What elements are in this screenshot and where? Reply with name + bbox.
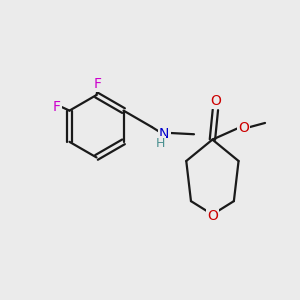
- Text: O: O: [211, 94, 221, 108]
- Text: O: O: [238, 121, 249, 135]
- Text: F: F: [53, 100, 61, 114]
- Text: N: N: [159, 128, 169, 141]
- Text: O: O: [207, 209, 218, 223]
- Text: H: H: [156, 137, 165, 150]
- Text: F: F: [94, 77, 102, 91]
